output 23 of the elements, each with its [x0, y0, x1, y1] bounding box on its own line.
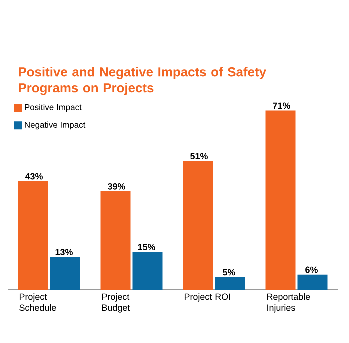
bar: [132, 252, 163, 290]
data-label: 43%: [25, 173, 43, 180]
x-tick-label: Project ROI: [184, 294, 230, 302]
bar: [183, 161, 214, 290]
x-tick-label: Reportable Injuries: [267, 294, 310, 313]
x-tick-label: Project Schedule: [20, 294, 56, 312]
bar: [100, 192, 131, 290]
data-label: 39%: [108, 183, 126, 190]
bar: [298, 274, 328, 290]
data-label: 15%: [138, 244, 156, 250]
bar: [50, 257, 80, 290]
bar: [266, 110, 296, 290]
bar: [18, 181, 48, 290]
data-label: 5%: [223, 269, 236, 276]
data-label: 13%: [56, 249, 73, 256]
legend-label: Negative Impact: [25, 122, 86, 130]
data-label: 71%: [273, 102, 290, 110]
chart-title: Positive and Negative Impacts of Safety Programs on Projects: [19, 67, 266, 96]
legend-label: Positive Impact: [25, 104, 82, 112]
bar: [215, 277, 246, 290]
x-tick-label: Project Budget: [102, 294, 130, 313]
data-label: 51%: [190, 153, 208, 160]
data-label: 6%: [306, 266, 318, 274]
